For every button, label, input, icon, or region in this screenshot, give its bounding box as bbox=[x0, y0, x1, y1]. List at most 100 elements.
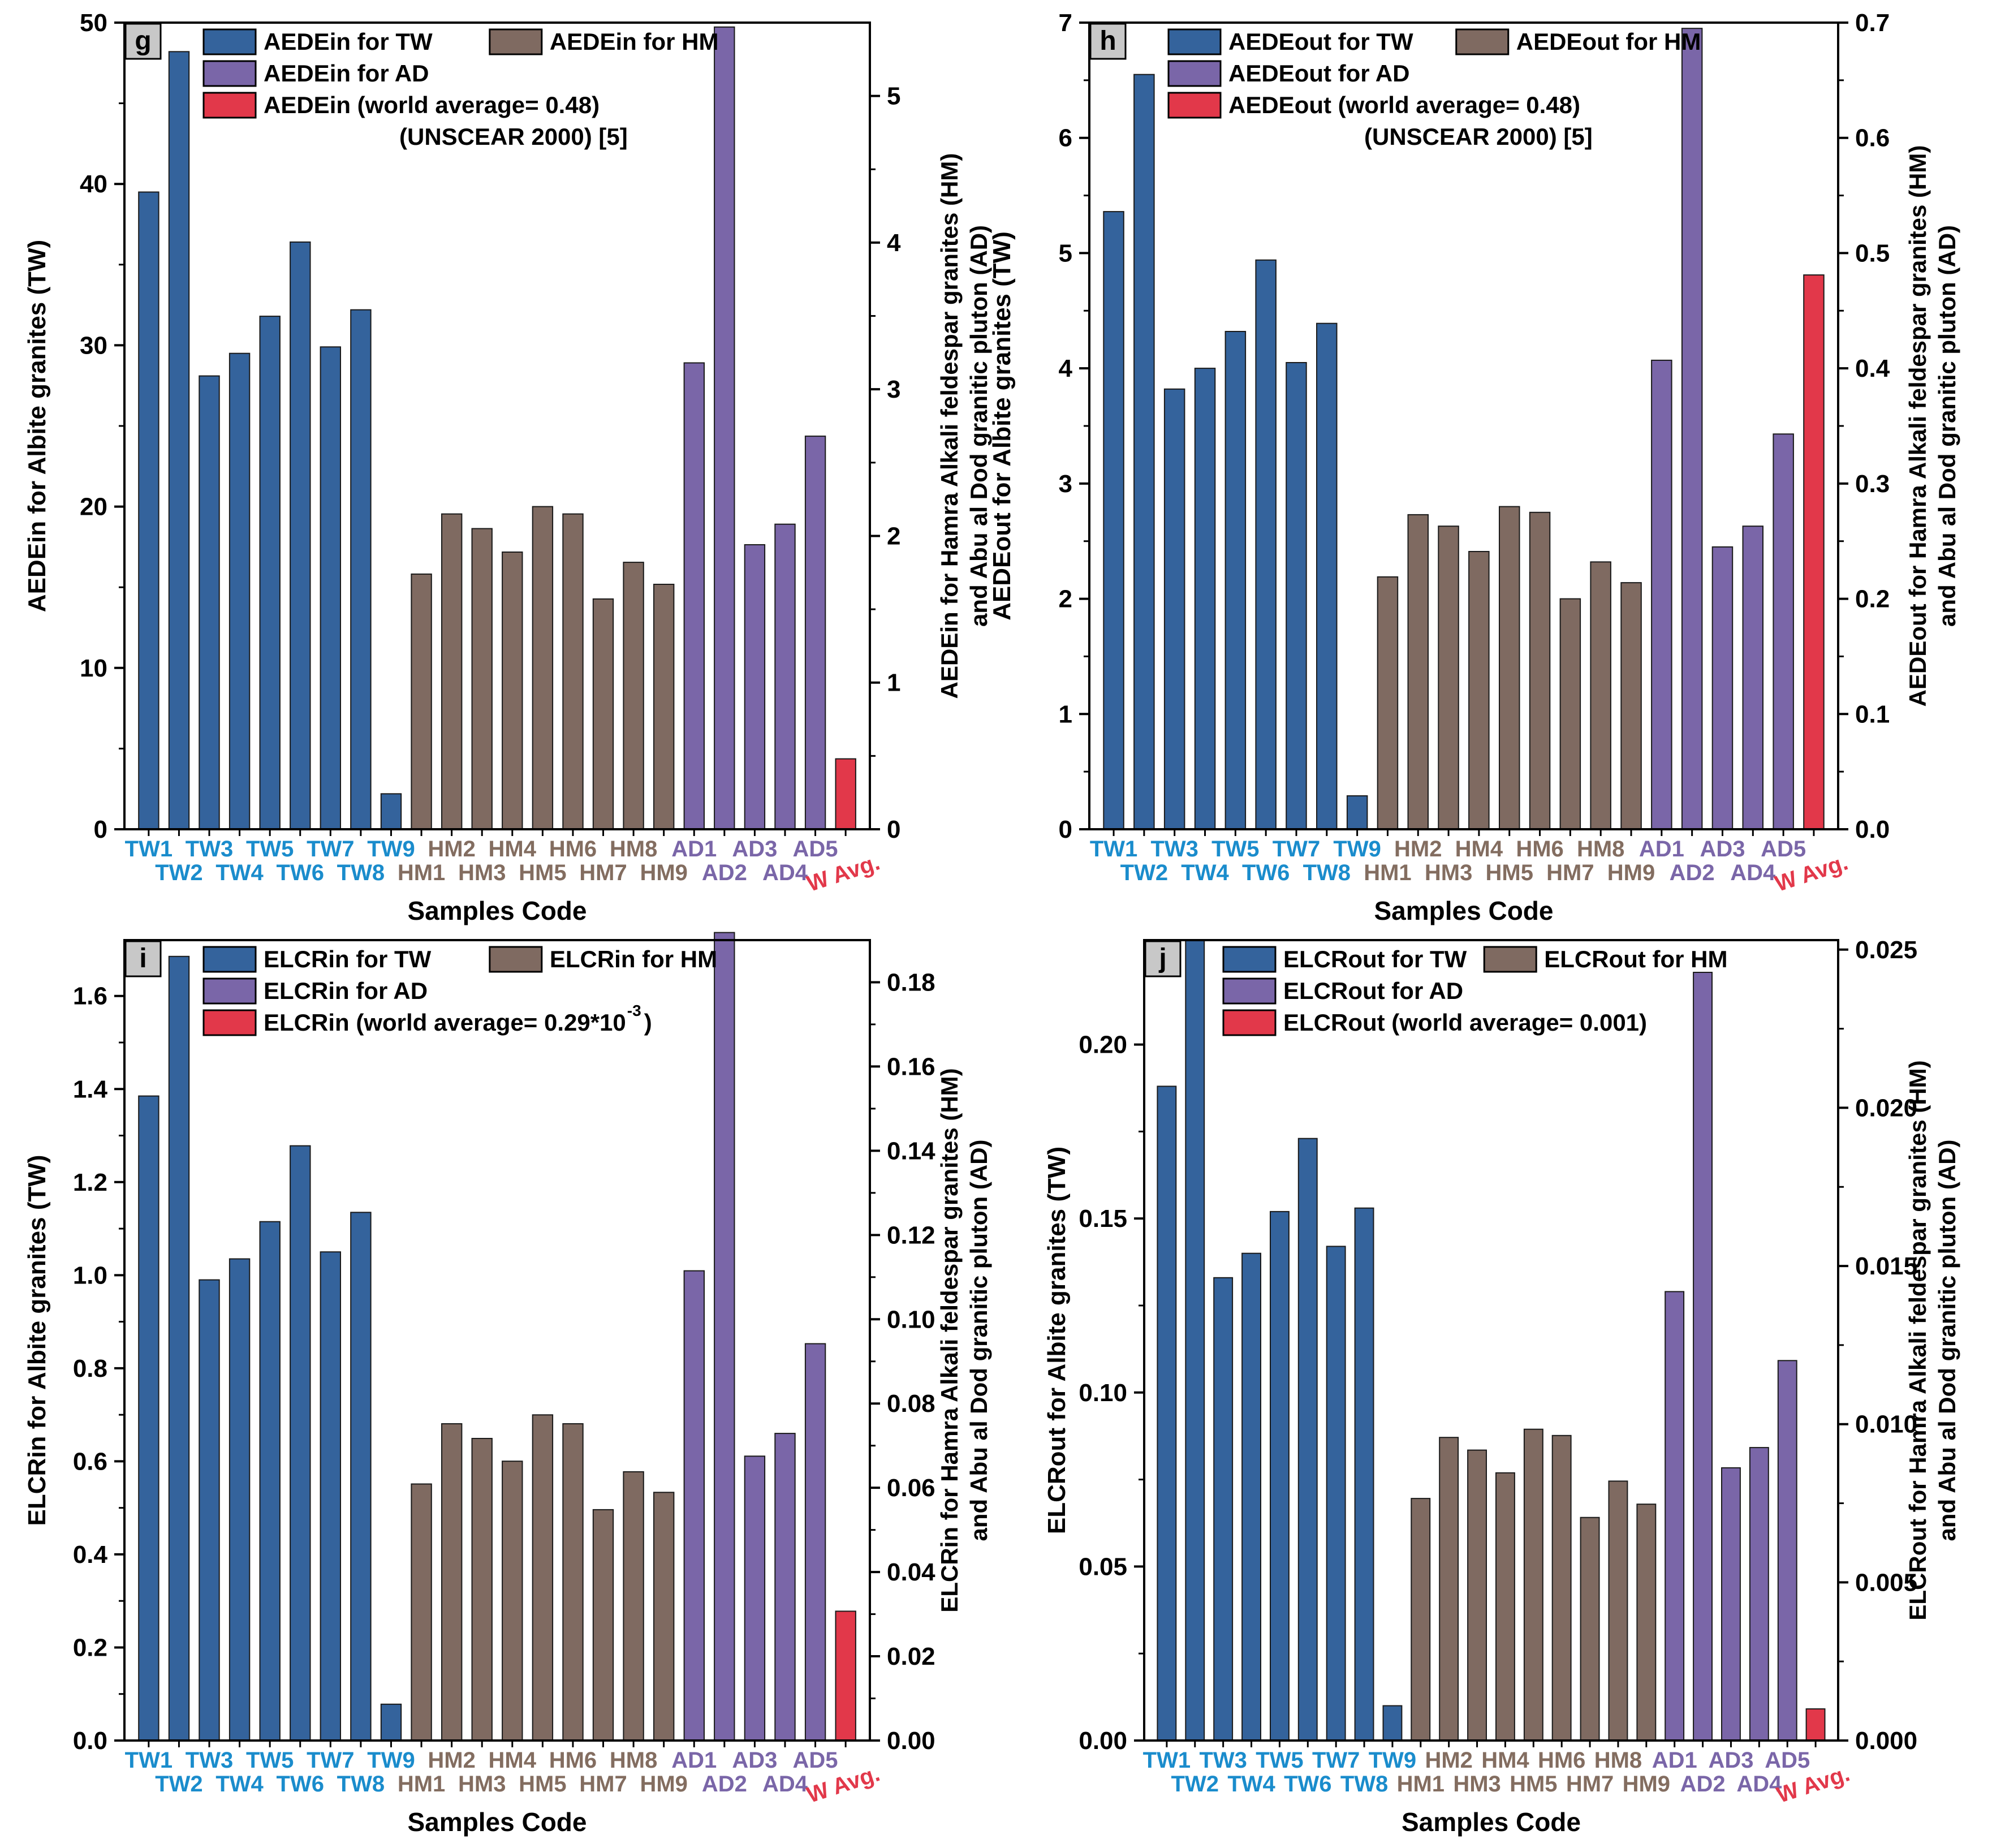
x-tick-label: TW6 bbox=[1284, 1772, 1331, 1797]
bar-hm9 bbox=[653, 584, 675, 830]
bar-tw9 bbox=[380, 793, 402, 830]
bar-tw7 bbox=[320, 346, 341, 830]
bar-hm7 bbox=[1580, 1517, 1600, 1741]
x-tick-label: TW9 bbox=[1369, 1748, 1416, 1773]
bar-hm2 bbox=[441, 513, 463, 830]
left-tick-label: 0.8 bbox=[73, 1355, 107, 1382]
x-tick-label: TW6 bbox=[277, 1772, 324, 1797]
legend-label-wa: ELCRin (world average= 0.29*10 bbox=[264, 1009, 626, 1036]
legend-note: (UNSCEAR 2000) [5] bbox=[1364, 123, 1593, 150]
left-axis-label: AEDEin for Albite granites (TW) bbox=[23, 240, 51, 612]
x-tick-label: HM9 bbox=[1623, 1772, 1670, 1797]
right-tick-label: 0.10 bbox=[887, 1306, 935, 1333]
right-tick-label: 0.5 bbox=[1855, 239, 1890, 267]
bar-tw4 bbox=[228, 1258, 251, 1741]
right-tick-label: 0.2 bbox=[1855, 585, 1890, 613]
legend-swatch-ad bbox=[1167, 60, 1222, 87]
x-tick-label: HM3 bbox=[1453, 1772, 1500, 1797]
right-tick-label: 0.02 bbox=[887, 1643, 935, 1670]
bar-hm7 bbox=[592, 598, 614, 830]
chart-panel-g: 01020304050012345TW1TW2TW3TW4TW5TW6TW7TW… bbox=[23, 9, 992, 925]
right-tick-label: 0.7 bbox=[1855, 9, 1890, 37]
legend-swatch-hm bbox=[1455, 28, 1510, 55]
x-tick-label: HM2 bbox=[428, 1748, 475, 1773]
x-tick-label: AD4 bbox=[1736, 1772, 1782, 1797]
x-tick-label: HM4 bbox=[489, 837, 537, 861]
right-axis-label: and Abu al Dod granitic pluton (AD) bbox=[1934, 1139, 1960, 1541]
x-tick-label: HM4 bbox=[1455, 837, 1503, 861]
right-tick-label: 0.000 bbox=[1855, 1727, 1917, 1755]
x-tick-label: HM7 bbox=[1546, 860, 1594, 885]
bar-tw3 bbox=[199, 1279, 220, 1742]
bar-ad5 bbox=[804, 436, 826, 830]
left-tick-label: 0.0 bbox=[73, 1727, 107, 1755]
bar-tw7 bbox=[1326, 1246, 1346, 1741]
left-tick-label: 10 bbox=[80, 654, 107, 682]
right-tick-label: 0.00 bbox=[887, 1727, 935, 1755]
x-tick-label: TW3 bbox=[1199, 1748, 1247, 1773]
x-tick-label: HM8 bbox=[610, 1748, 657, 1773]
right-tick-label: 0.08 bbox=[887, 1390, 935, 1418]
bar-hm6 bbox=[1529, 511, 1551, 830]
right-tick-label: 0.12 bbox=[887, 1221, 935, 1249]
x-tick-label: HM1 bbox=[398, 860, 445, 885]
legend-swatch-tw bbox=[1167, 28, 1222, 55]
left-tick-label: 1.2 bbox=[73, 1169, 107, 1196]
bar-ad2 bbox=[714, 26, 735, 830]
bar-hm7 bbox=[592, 1509, 614, 1741]
legend-swatch-ad bbox=[202, 977, 257, 1005]
x-tick-label: HM5 bbox=[519, 1772, 566, 1797]
x-tick-label: HM9 bbox=[640, 860, 687, 885]
x-tick-label: HM6 bbox=[1538, 1748, 1585, 1773]
legend-swatch-ad bbox=[1222, 977, 1277, 1005]
x-tick-label: HM3 bbox=[1425, 860, 1472, 885]
x-tick-label: AD1 bbox=[1639, 837, 1684, 861]
right-tick-label: 1 bbox=[887, 669, 900, 697]
bar-hm2 bbox=[1439, 1437, 1459, 1741]
bar-tw8 bbox=[350, 1212, 372, 1742]
legend-label-ad: AEDEout for AD bbox=[1228, 60, 1409, 87]
x-tick-label: TW8 bbox=[1303, 860, 1351, 885]
x-tick-label: HM2 bbox=[1394, 837, 1442, 861]
left-axis-label: ELCRout for Albite granites (TW) bbox=[1043, 1147, 1071, 1534]
x-tick-label: HM2 bbox=[1425, 1748, 1472, 1773]
bar-hm5 bbox=[532, 1414, 554, 1742]
x-tick-label: TW7 bbox=[1312, 1748, 1360, 1773]
x-tick-label: HM6 bbox=[549, 837, 597, 861]
left-tick-label: 1.4 bbox=[73, 1075, 108, 1103]
x-axis-label: Samples Code bbox=[1402, 1807, 1581, 1837]
right-tick-label: 0.16 bbox=[887, 1053, 935, 1080]
right-axis-label: AEDEout for Hamra Alkali feldespar grani… bbox=[1904, 145, 1931, 707]
left-tick-label: 1.0 bbox=[73, 1261, 107, 1289]
legend-exponent: -3 bbox=[627, 1002, 641, 1019]
left-axis-label: ELCRin for Albite granites (TW) bbox=[23, 1155, 51, 1526]
legend-swatch-wa bbox=[1167, 92, 1222, 119]
legend-note: (UNSCEAR 2000) [5] bbox=[399, 123, 628, 150]
bar-ad1 bbox=[1651, 359, 1672, 830]
bar-tw2 bbox=[1185, 940, 1205, 1741]
bar-hm8 bbox=[1608, 1480, 1628, 1741]
x-tick-label: TW9 bbox=[367, 837, 415, 861]
x-tick-label: TW3 bbox=[1150, 837, 1198, 861]
x-axis-label: Samples Code bbox=[1374, 896, 1554, 925]
bar-ad4 bbox=[1749, 1447, 1769, 1742]
bar-tw3 bbox=[1163, 388, 1185, 830]
legend-label-tw: ELCRin for TW bbox=[264, 946, 432, 972]
bar-tw4 bbox=[1194, 368, 1216, 830]
bar-hm5 bbox=[1499, 506, 1520, 830]
legend-label-hm: ELCRout for HM bbox=[1544, 946, 1727, 972]
bar-ad1 bbox=[683, 362, 705, 830]
left-tick-label: 0.15 bbox=[1079, 1205, 1127, 1233]
bar-ad4 bbox=[774, 1433, 796, 1742]
x-tick-label: TW1 bbox=[1090, 837, 1137, 861]
bar-tw6 bbox=[290, 241, 311, 830]
x-tick-label: TW7 bbox=[307, 837, 354, 861]
x-axis-label: Samples Code bbox=[408, 1807, 587, 1837]
bar-hm8 bbox=[623, 1471, 644, 1741]
bar-hm1 bbox=[411, 573, 432, 830]
bar-tw9 bbox=[1346, 795, 1368, 830]
right-tick-label: 0.4 bbox=[1855, 355, 1890, 382]
bar-tw6 bbox=[1297, 1138, 1318, 1741]
x-tick-label: AD5 bbox=[1765, 1748, 1810, 1773]
